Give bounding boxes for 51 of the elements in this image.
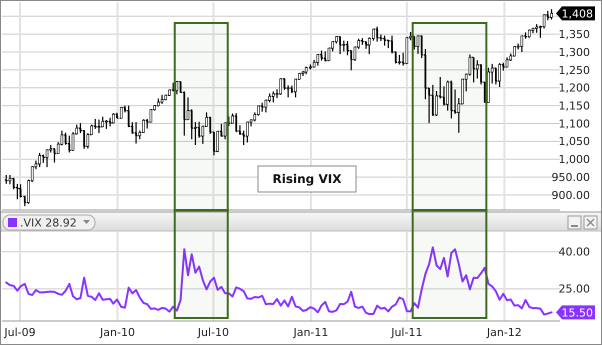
candlestick <box>157 98 160 107</box>
candlestick <box>498 62 501 88</box>
candlestick <box>487 67 490 104</box>
candlestick <box>494 67 497 86</box>
y-tick-label: 1,000 <box>558 153 590 166</box>
candlestick <box>46 148 48 168</box>
y-tick-label: 1,100 <box>558 117 590 130</box>
candlestick <box>450 80 452 120</box>
x-tick-label: Jan-10 <box>99 326 135 339</box>
candlestick <box>316 54 320 66</box>
annotation: Rising VIX <box>272 172 342 186</box>
y-tick-label: 1,300 <box>558 46 590 59</box>
candlestick <box>279 78 282 96</box>
annotation: 1,408 <box>562 7 593 20</box>
candlestick <box>160 94 164 104</box>
candlestick <box>272 90 275 104</box>
y-tick-label: 1,250 <box>558 64 590 77</box>
candlestick <box>472 56 475 84</box>
candlestick <box>513 46 516 57</box>
candlestick <box>506 56 508 68</box>
y-tick-label: 950.00 <box>552 170 590 184</box>
y-tick-label: 1,150 <box>558 99 590 112</box>
candlestick <box>120 106 123 119</box>
candlestick <box>164 94 168 101</box>
candlestick <box>416 34 420 54</box>
y-tick-label: 1,350 <box>558 28 590 42</box>
y-tick-label: 1,050 <box>558 135 590 148</box>
candlestick <box>342 40 346 52</box>
candlestick <box>372 28 375 42</box>
y-tick-label: 1,200 <box>558 82 590 95</box>
x-tick-label: Jan-12 <box>486 326 522 339</box>
candlestick <box>528 28 531 38</box>
x-tick-label: Jul-09 <box>3 326 36 339</box>
y-tick-label: 40.00 <box>558 246 590 259</box>
candlestick <box>112 112 115 124</box>
y-tick-label: 25.00 <box>558 282 590 296</box>
candlestick <box>176 80 178 95</box>
candlestick <box>38 152 41 168</box>
x-tick-label: Jul-10 <box>196 326 230 339</box>
line-series <box>5 246 553 316</box>
annotation: 15.50 <box>562 306 593 320</box>
y-tick-label: 900.00 <box>552 188 590 202</box>
candlestick <box>550 8 553 20</box>
candlestick <box>532 27 534 34</box>
candlestick <box>104 119 108 130</box>
candlestick <box>520 34 524 53</box>
candlestick <box>534 24 539 34</box>
x-tick-label: Jan-11 <box>292 326 328 339</box>
candlestick <box>246 121 249 144</box>
legend-label: .VIX 28.92 <box>20 216 77 230</box>
x-tick-label: Jul-11 <box>390 326 422 339</box>
